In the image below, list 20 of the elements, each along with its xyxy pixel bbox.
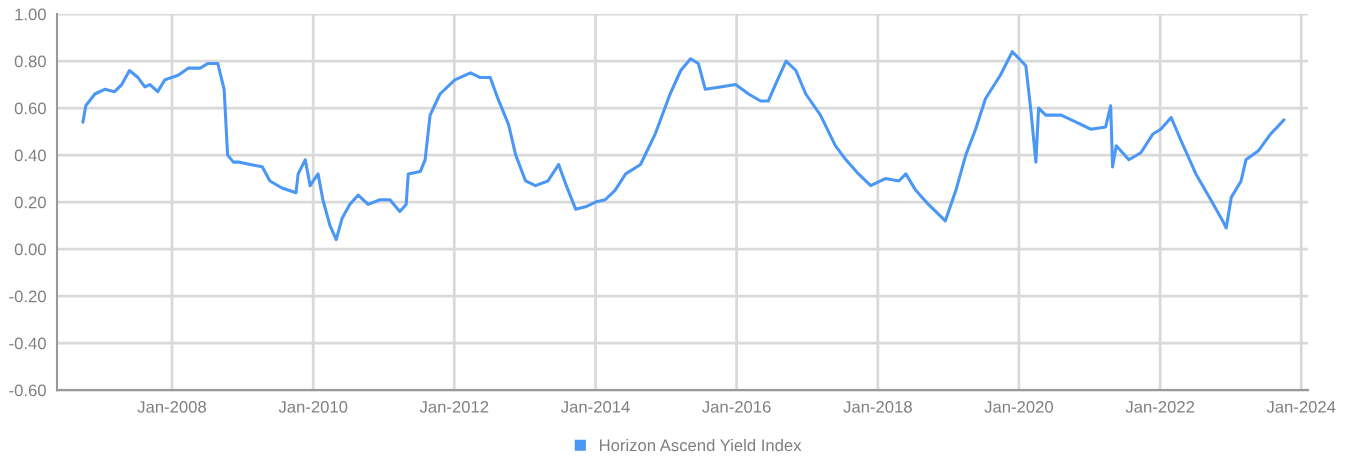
x-tick-label: Jan-2018 bbox=[843, 400, 912, 413]
y-tick-label: 1.00 bbox=[15, 8, 46, 21]
y-tick-label: 0.00 bbox=[14, 243, 46, 256]
y-tick-label: 0.80 bbox=[14, 55, 46, 68]
y-tick-label: 0.20 bbox=[14, 196, 46, 209]
y-tick-label: -0.60 bbox=[9, 384, 46, 397]
x-tick-label: Jan-2010 bbox=[278, 400, 348, 413]
x-tick-label: Jan-2024 bbox=[1266, 400, 1336, 413]
x-tick-label: Jan-2012 bbox=[419, 400, 489, 413]
x-tick-label: Jan-2014 bbox=[561, 400, 630, 413]
x-tick-label: Jan-2022 bbox=[1125, 400, 1195, 413]
legend-label: Horizon Ascend Yield Index bbox=[599, 438, 802, 452]
x-tick-label: Jan-2020 bbox=[984, 400, 1053, 413]
y-tick-label: 0.60 bbox=[14, 102, 46, 115]
x-tick-label: Jan-2016 bbox=[702, 400, 771, 413]
y-tick-label: 0.40 bbox=[14, 149, 46, 162]
line-series bbox=[81, 50, 1286, 242]
y-tick-label: -0.20 bbox=[9, 290, 46, 303]
y-tick-label: -0.40 bbox=[9, 337, 46, 350]
x-tick-label: Jan-2008 bbox=[137, 400, 206, 413]
